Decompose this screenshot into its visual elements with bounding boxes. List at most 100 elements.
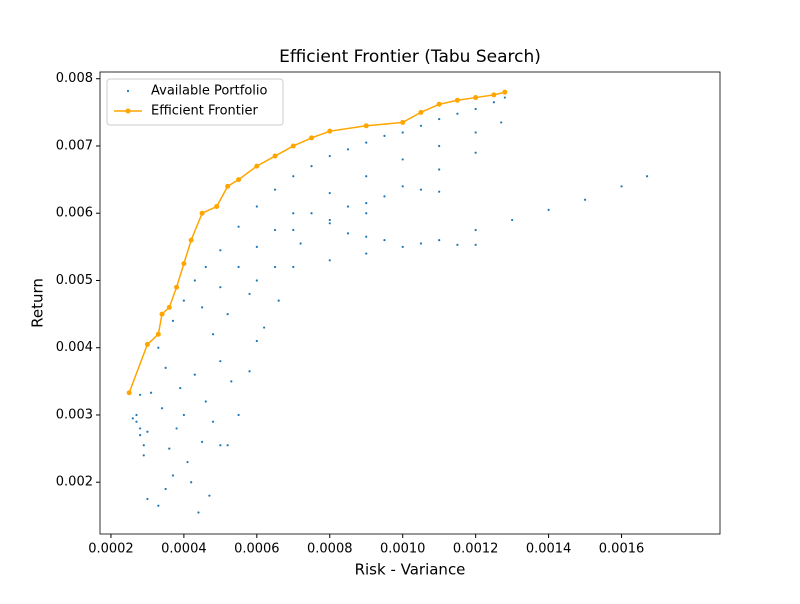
portfolio-point [142, 444, 145, 447]
frontier-point [272, 153, 278, 159]
y-tick-label: 0.002 [56, 475, 93, 490]
portfolio-point [211, 333, 215, 336]
frontier-point [309, 135, 315, 141]
portfolio-point [197, 511, 200, 514]
portfolio-point [142, 454, 145, 457]
portfolio-point [419, 242, 423, 245]
frontier-point [473, 95, 479, 101]
portfolio-point [365, 202, 368, 205]
portfolio-point [255, 205, 258, 208]
frontier-point [199, 210, 205, 216]
x-tick-label: 0.0014 [526, 542, 572, 557]
portfolio-point [146, 430, 149, 433]
frontier-point [181, 261, 187, 267]
portfolio-point [500, 121, 503, 124]
portfolio-point [201, 440, 204, 443]
portfolio-point [164, 487, 167, 491]
legend: Available Portfolio Efficient Frontier [106, 78, 284, 126]
portfolio-point [299, 242, 302, 245]
y-axis-label: Return [29, 278, 47, 328]
portfolio-point [474, 107, 477, 111]
portfolio-point [219, 444, 222, 447]
portfolio-point [365, 141, 368, 144]
portfolio-point [182, 413, 185, 417]
portfolio-point [438, 239, 441, 242]
portfolio-point [226, 312, 229, 316]
legend-marker [126, 89, 130, 93]
portfolio-point [310, 212, 313, 215]
x-tick-label: 0.0002 [88, 542, 134, 557]
portfolio-point [438, 190, 441, 193]
plot-frame [99, 71, 721, 535]
portfolio-point [292, 175, 295, 178]
portfolio-point [175, 427, 178, 430]
portfolio-point [204, 400, 207, 403]
portfolio-point [383, 239, 386, 242]
portfolio-point [171, 474, 175, 477]
portfolio-point [328, 222, 331, 225]
frontier-point [236, 177, 242, 183]
portfolio-point [237, 265, 240, 269]
frontier-point [144, 341, 150, 347]
portfolio-point [263, 326, 266, 329]
frontier-point [454, 97, 460, 103]
y-tick-label: 0.007 [56, 138, 93, 153]
portfolio-point [401, 245, 404, 248]
portfolio-point [438, 117, 441, 121]
portfolio-point [474, 151, 477, 154]
portfolio-point [419, 124, 423, 127]
portfolio-point [401, 158, 404, 161]
frontier-point [214, 203, 220, 209]
frontier-point [290, 143, 296, 149]
frontier-point [174, 284, 180, 290]
portfolio-point [492, 101, 495, 104]
portfolio-point [419, 188, 423, 191]
portfolio-point [456, 112, 459, 115]
portfolio-point [383, 134, 386, 137]
portfolio-point [383, 195, 386, 198]
portfolio-point [365, 175, 368, 178]
portfolio-point [139, 434, 142, 437]
frontier-point [225, 183, 231, 189]
portfolio-point [226, 444, 229, 447]
portfolio-point [328, 259, 331, 262]
legend-label: Available Portfolio [151, 84, 268, 99]
legend-marker [125, 108, 131, 114]
portfolio-point [474, 131, 477, 134]
portfolio-point [273, 228, 277, 232]
portfolio-point [157, 346, 160, 349]
portfolio-point [346, 148, 350, 151]
portfolio-point [255, 245, 258, 248]
portfolio-point [438, 168, 441, 171]
portfolio-point [503, 96, 506, 99]
portfolio-point [164, 366, 167, 369]
portfolio-point [474, 228, 477, 232]
portfolio-point [273, 188, 277, 191]
portfolio-point [211, 420, 215, 423]
portfolio-point [139, 427, 142, 430]
portfolio-point [547, 208, 550, 211]
portfolio-point [255, 339, 258, 343]
portfolio-point [474, 243, 477, 246]
x-tick-label: 0.0004 [161, 542, 207, 557]
portfolio-point [219, 249, 222, 252]
portfolio-point [157, 504, 160, 507]
portfolio-point [193, 279, 196, 282]
x-tick-label: 0.0006 [234, 542, 280, 557]
portfolio-point [168, 447, 171, 450]
portfolio-point [190, 481, 193, 484]
legend-box [106, 78, 284, 126]
x-axis-label: Risk - Variance [355, 561, 466, 579]
frontier-point [418, 109, 424, 115]
portfolio-point [182, 299, 185, 302]
portfolio-point [438, 144, 441, 148]
portfolio-point [645, 175, 649, 178]
portfolio-point [292, 265, 295, 269]
portfolio-point [346, 205, 350, 208]
portfolio-point [237, 413, 240, 417]
portfolio-point [219, 360, 222, 363]
portfolio-point [171, 319, 175, 322]
portfolio-point [365, 235, 368, 238]
portfolio-point [160, 407, 164, 410]
